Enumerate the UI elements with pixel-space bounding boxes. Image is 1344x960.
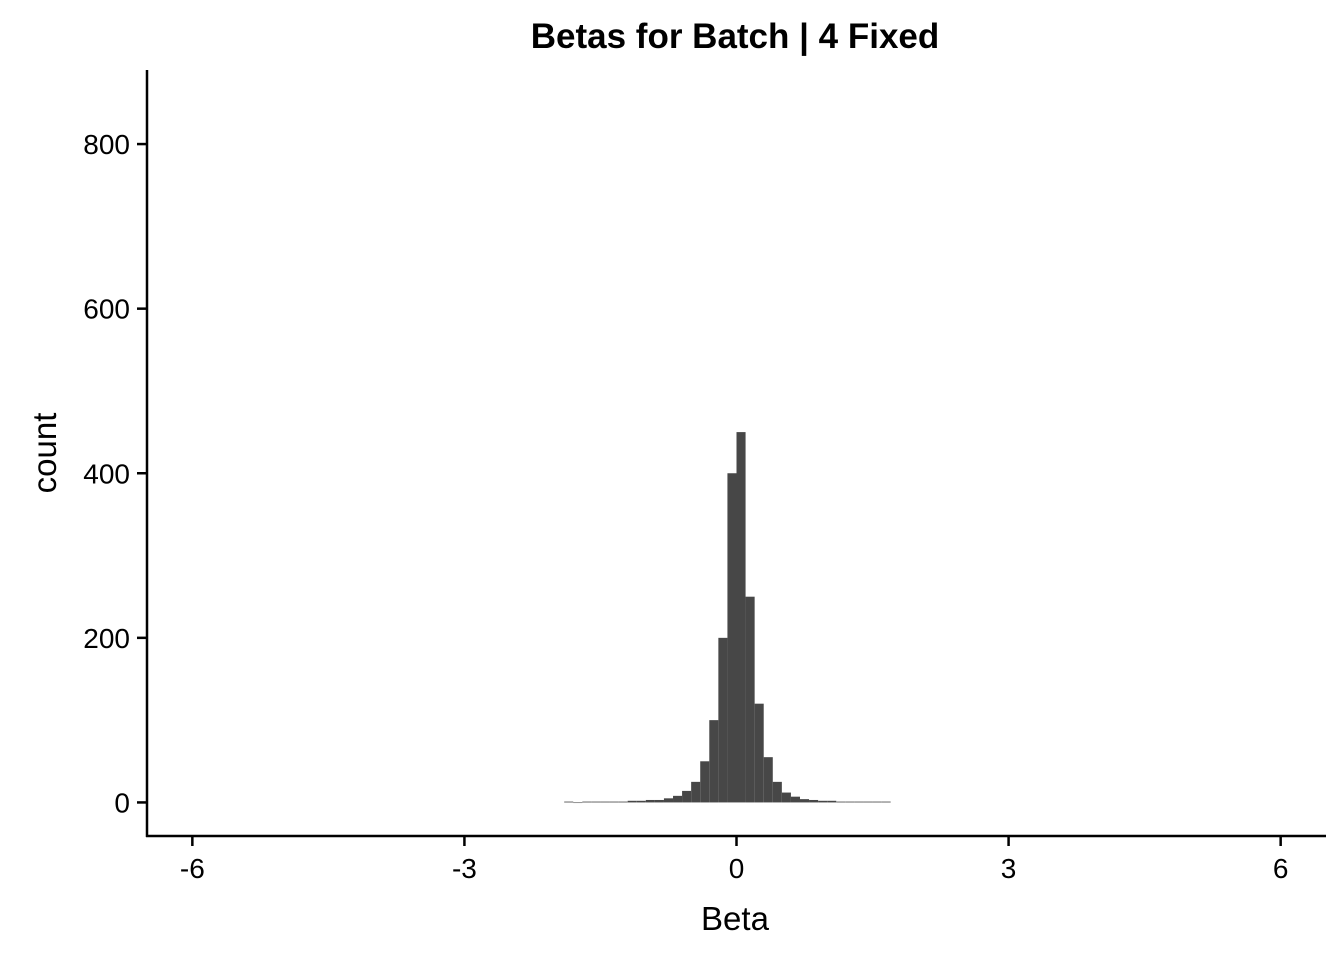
histogram-bar — [736, 432, 746, 803]
y-axis-title: count — [26, 413, 63, 494]
x-tick-label: -3 — [452, 853, 477, 884]
histogram-bar — [845, 801, 855, 803]
histogram-bar — [582, 801, 592, 803]
histogram-bar — [818, 800, 828, 803]
histogram-bar — [781, 792, 791, 803]
histogram-bar — [827, 800, 837, 803]
histogram-bar — [799, 799, 810, 803]
histogram-bar — [709, 720, 719, 803]
histogram-bar — [618, 801, 628, 803]
x-axis-title: Beta — [701, 900, 770, 937]
histogram-bar — [654, 799, 664, 803]
x-tick-label: 0 — [729, 853, 745, 884]
y-tick-label: 200 — [83, 623, 130, 654]
histogram-bar — [673, 795, 683, 803]
histogram-bar — [872, 801, 882, 803]
histogram-bar — [663, 798, 674, 803]
histogram-bar — [718, 637, 728, 803]
histogram-bar — [754, 703, 764, 803]
histogram-bar — [745, 596, 755, 803]
histogram-bar — [863, 801, 873, 803]
x-tick-label: 6 — [1273, 853, 1289, 884]
histogram-bar — [790, 796, 800, 803]
histogram-bar — [627, 800, 637, 803]
y-tick-label: 600 — [83, 294, 130, 325]
histogram-bar — [772, 781, 782, 803]
histogram-bar — [609, 801, 619, 803]
histogram-bar — [700, 761, 710, 803]
y-tick-label: 0 — [114, 787, 130, 818]
histogram-bar — [691, 781, 701, 803]
histogram-bar — [809, 799, 819, 803]
x-tick-label: 3 — [1001, 853, 1017, 884]
y-axis-ticks: 0 200 400 600 800 — [83, 129, 147, 818]
histogram-bar — [836, 801, 846, 803]
histogram-bar — [763, 757, 773, 803]
histogram-bar — [573, 802, 583, 804]
histogram-bars — [564, 432, 891, 804]
histogram-bar — [854, 801, 864, 803]
histogram-bar — [881, 801, 891, 803]
chart-title: Betas for Batch | 4 Fixed — [531, 17, 940, 56]
histogram-bar — [591, 801, 601, 803]
histogram-bar — [645, 799, 655, 803]
x-axis-ticks: -6 -3 0 3 6 — [180, 836, 1289, 884]
histogram-bar — [600, 801, 610, 803]
histogram-bar — [682, 790, 692, 803]
y-tick-label: 400 — [83, 458, 130, 489]
histogram-bar — [636, 800, 646, 803]
histogram-bar — [564, 801, 574, 803]
x-tick-label: -6 — [180, 853, 205, 884]
histogram-bar — [727, 473, 737, 803]
y-tick-label: 800 — [83, 129, 130, 160]
